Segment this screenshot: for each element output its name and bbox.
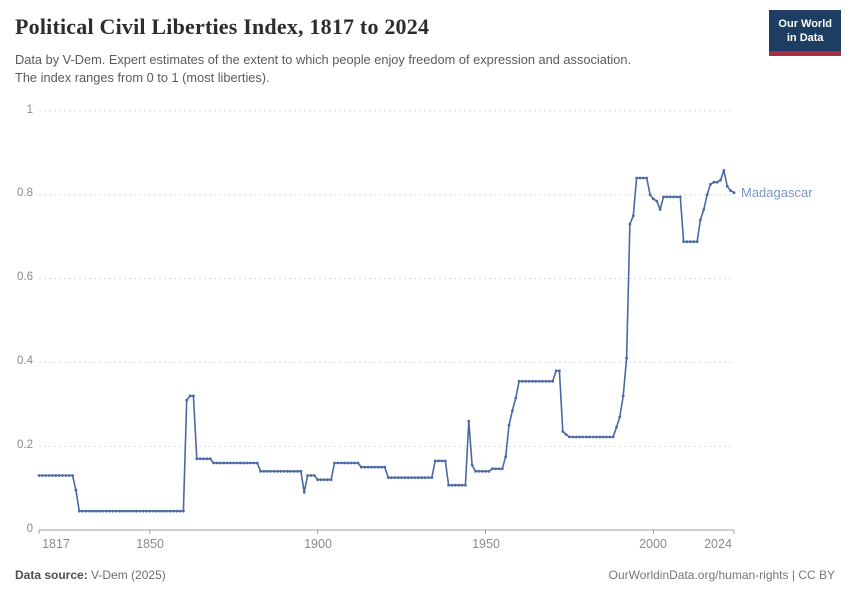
x-tick-2024: 2024 [704, 537, 732, 551]
y-tick-1: 1 [26, 104, 33, 116]
chart-subtitle: Data by V-Dem. Expert estimates of the e… [15, 51, 631, 87]
x-tick-1817: 1817 [42, 537, 70, 551]
subtitle-line-1: Data by V-Dem. Expert estimates of the e… [15, 52, 632, 67]
owid-url-link[interactable]: OurWorldinData.org/human-rights [608, 568, 789, 582]
x-tick-1950: 1950 [472, 537, 500, 551]
x-tick-1850: 1850 [136, 537, 164, 551]
page-title: Political Civil Liberties Index, 1817 to… [15, 14, 430, 39]
x-tick-2000: 2000 [639, 537, 667, 551]
y-tick-0-2: 0.2 [17, 439, 33, 451]
series-label-madagascar[interactable]: Madagascar [741, 185, 813, 200]
y-tick-0: 0 [26, 523, 33, 535]
y-tick-0-8: 0.8 [17, 187, 33, 199]
owid-logo[interactable]: Our World in Data [769, 10, 841, 56]
data-source: Data source: V-Dem (2025) [15, 568, 166, 582]
footer-credits: OurWorldinData.org/human-rights | CC BY [609, 568, 835, 582]
license-badge: CC BY [798, 568, 835, 582]
y-tick-0-6: 0.6 [17, 271, 33, 283]
data-source-value: V-Dem (2025) [87, 568, 166, 582]
owid-logo-line-1: Our World [778, 18, 832, 30]
x-tick-1900: 1900 [304, 537, 332, 551]
data-source-label: Data source: [15, 568, 88, 582]
footer-separator: | [788, 568, 799, 582]
subtitle-line-2: The index ranges from 0 to 1 (most liber… [15, 70, 270, 86]
owid-logo-line-2: in Data [786, 32, 824, 45]
y-tick-0-4: 0.4 [17, 355, 33, 367]
